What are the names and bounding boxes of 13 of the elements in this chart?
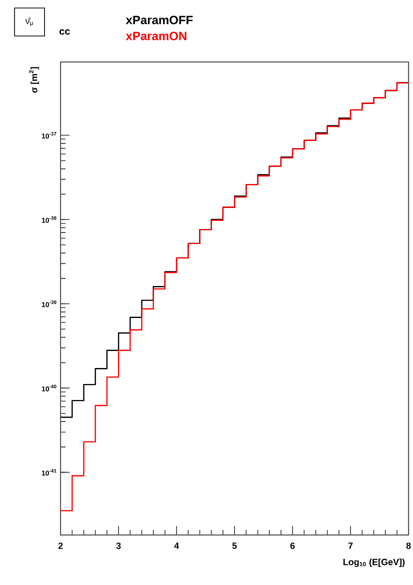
x-tick-label: 3 <box>116 542 121 549</box>
text: ν̄$_{μ}$ <box>26 18 34 26</box>
x-tick-label: 2 <box>58 542 63 549</box>
text: xParamON <box>126 32 187 40</box>
text: cc <box>60 29 70 35</box>
x-tick-label: 6 <box>290 542 295 549</box>
x-tick-label: 5 <box>232 542 238 549</box>
x-axis-title: Log$_{10}$ (E[GeV]) <box>344 558 405 568</box>
x-tick-label: 8 <box>406 542 412 549</box>
y-axis-title: σ [m$^{2}$] <box>29 67 40 93</box>
text: xParamOFF <box>126 16 193 24</box>
x-tick-label: 4 <box>174 542 180 549</box>
x-tick-label: 7 <box>348 542 353 549</box>
